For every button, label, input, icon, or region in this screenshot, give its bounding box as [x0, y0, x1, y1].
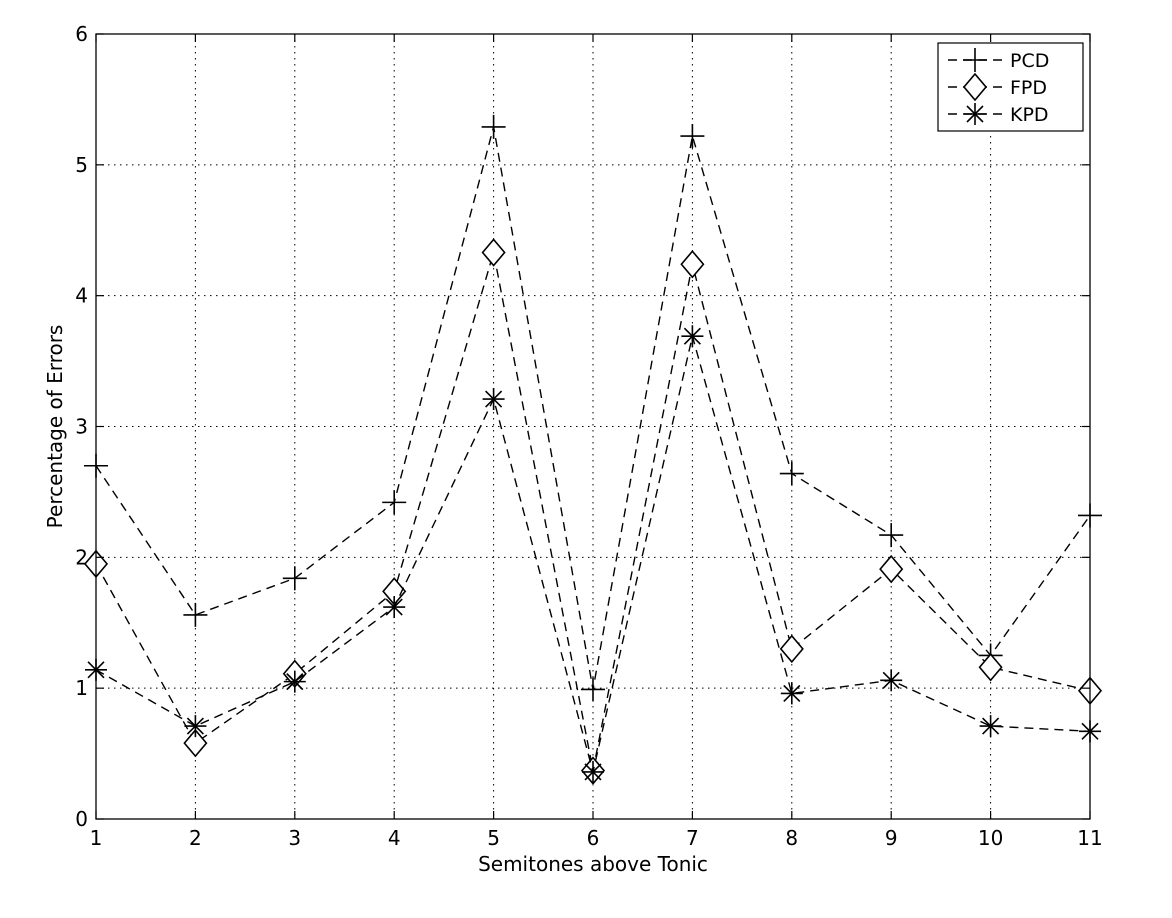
x-tick-label: 5 [487, 826, 500, 850]
legend-marker-kpd [964, 103, 986, 125]
series-fpd [83, 238, 1103, 785]
data-point-kpd [880, 669, 903, 692]
data-point-kpd [482, 388, 505, 411]
legend-label: FPD [1010, 77, 1047, 99]
x-tick-label: 9 [885, 826, 898, 850]
data-point-fpd [879, 554, 904, 584]
data-point-kpd [979, 715, 1002, 738]
y-axis-label: Percentage of Errors [43, 325, 67, 529]
data-point-kpd [283, 670, 306, 693]
data-point-fpd [779, 634, 804, 664]
tick-marks [95, 33, 1091, 820]
data-point-fpd [978, 652, 1003, 682]
data-point-fpd [680, 250, 705, 279]
legend-entry-kpd: KPD [948, 103, 1049, 126]
data-point-kpd [184, 715, 207, 738]
x-tick-label: 6 [587, 826, 600, 850]
legend-label: PCD [1010, 50, 1049, 72]
data-point-pcd [680, 124, 705, 149]
y-tick-label: 0 [75, 807, 88, 831]
data-point-pcd [581, 677, 605, 702]
y-tick-label: 3 [75, 415, 88, 439]
data-point-kpd [681, 325, 704, 348]
legend-marker-pcd [963, 48, 987, 72]
data-point-pcd [481, 114, 506, 139]
legend-box [937, 42, 1084, 132]
x-tick-label: 8 [785, 826, 798, 850]
legend-entry-fpd: FPD [948, 72, 1047, 102]
y-tick-label: 1 [75, 676, 88, 700]
x-tick-label: 1 [90, 826, 103, 850]
x-tick-label: 2 [189, 826, 202, 850]
data-point-kpd [780, 682, 803, 705]
data-point-pcd [282, 566, 307, 591]
y-tick-label: 6 [75, 22, 88, 46]
data-point-pcd [879, 523, 904, 548]
y-tick-label: 4 [75, 284, 88, 308]
data-point-pcd [382, 490, 407, 515]
data-point-kpd [582, 760, 604, 783]
data-point-fpd [481, 238, 506, 267]
x-tick-label: 3 [288, 826, 301, 850]
x-axis-label: Semitones above Tonic [478, 852, 708, 876]
x-tick-label: 7 [686, 826, 699, 850]
series-layer [83, 114, 1103, 785]
x-tick-label: 10 [978, 826, 1003, 850]
data-point-fpd [183, 728, 208, 758]
legend: PCD FPD KPD [937, 42, 1084, 132]
legend-label: KPD [1010, 104, 1049, 126]
y-tick-label: 5 [75, 153, 88, 177]
x-tick-label: 4 [388, 826, 401, 850]
data-point-pcd [779, 461, 804, 486]
data-point-pcd [183, 602, 208, 627]
legend-marker-fpd [962, 72, 988, 102]
series-pcd [84, 114, 1102, 702]
x-tick-label: 11 [1077, 826, 1102, 850]
y-tick-label: 2 [75, 545, 88, 569]
legend-entry-pcd: PCD [948, 48, 1049, 72]
data-point-kpd [383, 596, 406, 619]
